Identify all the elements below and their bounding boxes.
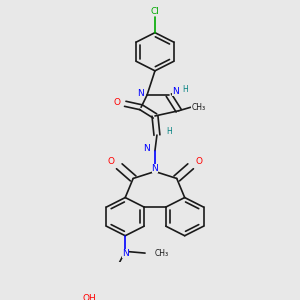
- Text: N: N: [122, 249, 129, 258]
- Text: N: N: [172, 87, 179, 96]
- Text: O: O: [114, 98, 121, 106]
- Text: N: N: [137, 89, 143, 98]
- Text: OH: OH: [83, 294, 96, 300]
- Text: N: N: [152, 164, 158, 173]
- Text: O: O: [195, 157, 202, 166]
- Text: Cl: Cl: [151, 7, 159, 16]
- Text: CH₃: CH₃: [191, 103, 206, 112]
- Text: O: O: [108, 157, 115, 166]
- Text: H: H: [182, 85, 188, 94]
- Text: H: H: [166, 127, 172, 136]
- Text: N: N: [143, 144, 149, 153]
- Text: CH₃: CH₃: [155, 249, 169, 258]
